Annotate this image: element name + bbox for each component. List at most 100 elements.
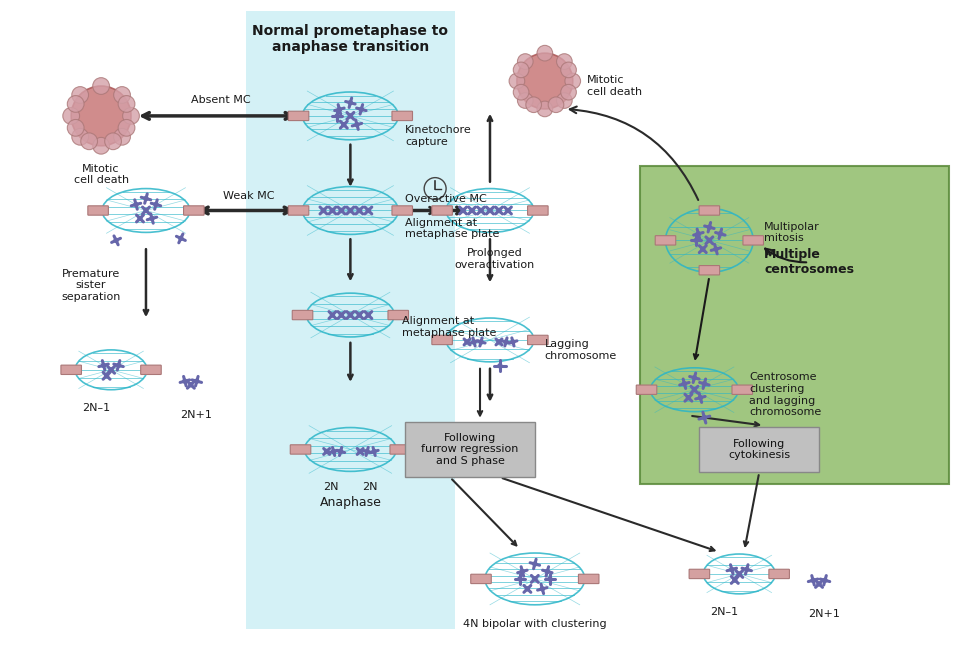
Text: 2N: 2N (362, 482, 378, 492)
FancyBboxPatch shape (470, 574, 492, 584)
Circle shape (719, 232, 723, 236)
Text: Anaphase: Anaphase (320, 496, 382, 509)
Circle shape (114, 239, 118, 242)
Text: Alignment at
metaphase plate: Alignment at metaphase plate (405, 218, 499, 239)
Text: Lagging
chromosome: Lagging chromosome (545, 339, 617, 361)
Text: Mitotic
cell death: Mitotic cell death (586, 75, 641, 97)
Circle shape (335, 114, 339, 118)
Circle shape (342, 123, 346, 127)
Circle shape (337, 107, 341, 111)
Circle shape (154, 203, 157, 207)
Circle shape (109, 368, 113, 372)
FancyBboxPatch shape (390, 445, 411, 454)
FancyBboxPatch shape (699, 427, 819, 472)
Text: Overactive MC: Overactive MC (405, 194, 487, 203)
Circle shape (693, 388, 696, 392)
Text: Premature
sister
separation: Premature sister separation (62, 268, 121, 302)
Circle shape (533, 577, 537, 581)
Circle shape (687, 396, 691, 400)
Text: 2N–1: 2N–1 (710, 607, 738, 617)
Circle shape (118, 120, 135, 136)
Circle shape (714, 247, 718, 251)
Text: 2N+1: 2N+1 (180, 410, 212, 420)
Circle shape (339, 313, 343, 317)
FancyBboxPatch shape (639, 166, 949, 484)
Circle shape (700, 247, 705, 251)
Circle shape (144, 196, 148, 201)
Circle shape (117, 363, 121, 367)
FancyBboxPatch shape (392, 206, 412, 215)
Text: Normal prometaphase to
anaphase transition: Normal prometaphase to anaphase transiti… (252, 24, 448, 55)
FancyBboxPatch shape (184, 206, 204, 215)
FancyBboxPatch shape (405, 422, 535, 477)
Circle shape (565, 73, 581, 89)
Circle shape (556, 93, 572, 109)
Circle shape (556, 54, 572, 70)
FancyBboxPatch shape (432, 206, 452, 215)
FancyBboxPatch shape (527, 206, 548, 215)
Circle shape (349, 114, 353, 118)
Circle shape (331, 449, 335, 454)
Circle shape (71, 86, 89, 103)
Circle shape (195, 379, 199, 383)
Circle shape (339, 449, 343, 454)
Circle shape (526, 587, 529, 591)
Circle shape (357, 313, 361, 317)
FancyBboxPatch shape (61, 365, 81, 374)
Text: Prolonged
overactivation: Prolonged overactivation (455, 248, 535, 270)
Circle shape (513, 84, 529, 100)
Circle shape (330, 313, 334, 317)
Circle shape (71, 86, 131, 146)
Circle shape (355, 123, 359, 127)
Circle shape (150, 216, 154, 220)
FancyBboxPatch shape (388, 310, 409, 320)
Circle shape (533, 562, 537, 566)
Circle shape (104, 133, 122, 150)
Circle shape (811, 578, 815, 582)
Circle shape (560, 62, 577, 78)
Circle shape (68, 96, 84, 112)
Circle shape (358, 449, 362, 454)
FancyBboxPatch shape (392, 111, 412, 121)
Circle shape (349, 313, 353, 317)
Circle shape (104, 374, 108, 378)
Circle shape (518, 577, 522, 581)
FancyBboxPatch shape (88, 206, 108, 215)
Text: 2N+1: 2N+1 (809, 609, 840, 619)
Circle shape (325, 449, 328, 454)
Circle shape (188, 383, 193, 387)
Circle shape (521, 569, 525, 573)
Circle shape (504, 340, 508, 344)
Circle shape (357, 209, 361, 213)
Circle shape (693, 376, 696, 380)
Text: 2N: 2N (323, 482, 338, 492)
Circle shape (702, 382, 706, 385)
Circle shape (138, 216, 142, 220)
FancyBboxPatch shape (769, 569, 789, 578)
FancyBboxPatch shape (637, 385, 657, 395)
Circle shape (144, 209, 148, 213)
Circle shape (509, 73, 525, 89)
Circle shape (698, 396, 702, 400)
Circle shape (518, 93, 533, 109)
Circle shape (183, 379, 186, 383)
Circle shape (733, 578, 737, 582)
FancyBboxPatch shape (290, 445, 311, 454)
Circle shape (696, 232, 700, 236)
Circle shape (737, 572, 741, 576)
Circle shape (349, 209, 353, 213)
Circle shape (517, 53, 573, 109)
Circle shape (372, 449, 376, 454)
Circle shape (118, 96, 135, 112)
FancyBboxPatch shape (288, 111, 309, 121)
FancyBboxPatch shape (141, 365, 161, 374)
Text: Mitotic
cell death: Mitotic cell death (73, 164, 128, 185)
Circle shape (695, 239, 698, 242)
Circle shape (707, 239, 711, 242)
Circle shape (339, 209, 343, 213)
Circle shape (506, 209, 510, 213)
Circle shape (540, 587, 544, 591)
Circle shape (63, 107, 79, 124)
Text: Following
furrow regression
and S phase: Following furrow regression and S phase (421, 433, 519, 466)
Text: Alignment at
metaphase plate: Alignment at metaphase plate (402, 316, 497, 338)
